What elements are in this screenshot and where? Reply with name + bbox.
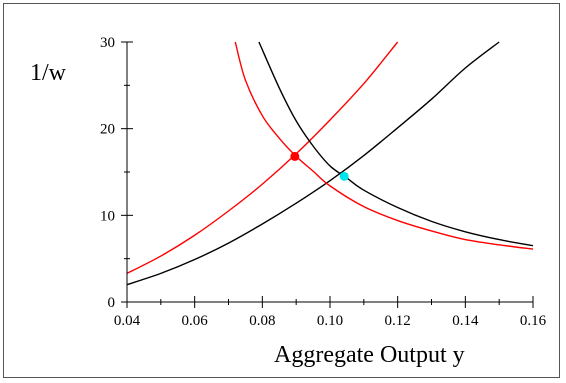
x-axis-title: Aggregate Output y bbox=[274, 342, 465, 368]
series-line-1 bbox=[126, 41, 399, 275]
equilibrium-points bbox=[290, 151, 349, 181]
x-tick-label: 0.16 bbox=[520, 313, 547, 329]
y-tick-label: 20 bbox=[100, 122, 115, 138]
x-ticks: 0.04 0.06 0.08 0.10 0.12 0.14 0.16 bbox=[114, 296, 547, 329]
x-tick-label: 0.10 bbox=[317, 313, 343, 329]
x-tick-label: 0.06 bbox=[182, 313, 209, 329]
y-tick-label: 10 bbox=[100, 208, 115, 224]
y-tick-label: 0 bbox=[108, 295, 116, 311]
y-tick-label: 30 bbox=[100, 35, 115, 51]
x-tick-label: 0.14 bbox=[452, 313, 479, 329]
equilibrium-point-1 bbox=[339, 171, 349, 181]
x-tick-label: 0.08 bbox=[249, 313, 275, 329]
y-axis-title: 1/w bbox=[30, 60, 67, 86]
x-tick-label: 0.12 bbox=[385, 313, 411, 329]
series-line-2 bbox=[258, 41, 534, 247]
x-tick-label: 0.04 bbox=[114, 313, 141, 329]
equilibrium-point-0 bbox=[290, 151, 300, 161]
chart-frame bbox=[3, 3, 560, 378]
y-ticks: 0 10 20 30 bbox=[100, 35, 133, 311]
curves-layer bbox=[126, 41, 534, 286]
series-line-0 bbox=[126, 41, 500, 286]
series-line-3 bbox=[234, 41, 534, 250]
